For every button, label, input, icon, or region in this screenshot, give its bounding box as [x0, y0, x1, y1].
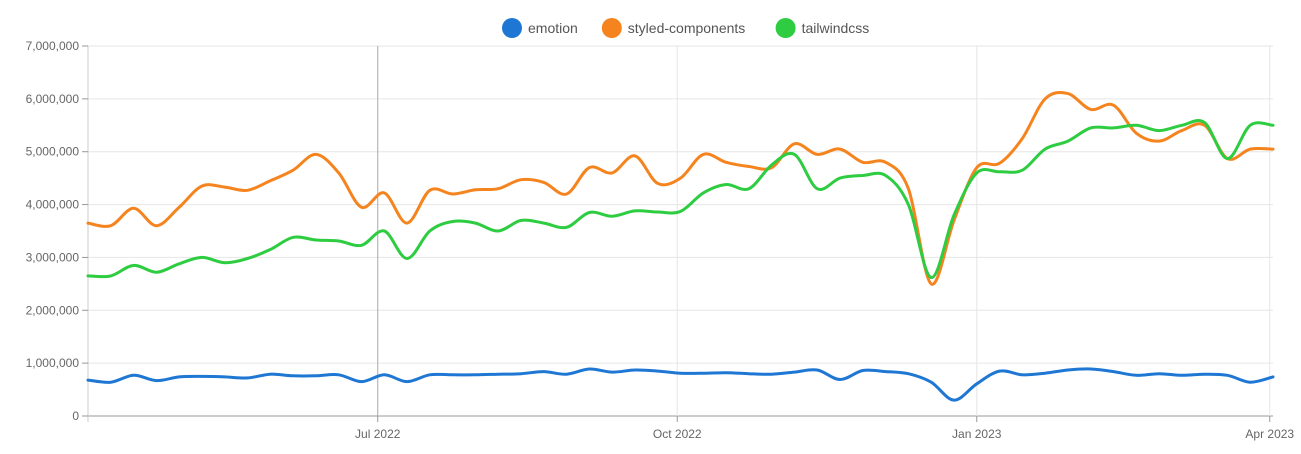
- y-tick-label: 6,000,000: [26, 92, 80, 106]
- legend-swatch: [502, 18, 522, 38]
- series-line-styled-components: [86, 91, 1275, 286]
- legend[interactable]: emotion styled-components tailwindcss: [502, 18, 869, 38]
- x-tick-label: Jul 2022: [355, 427, 401, 441]
- x-tick-label: Oct 2022: [653, 427, 702, 441]
- grid: [87, 45, 1273, 422]
- y-tick-label: 5,000,000: [26, 145, 80, 159]
- x-tick-label: Apr 2023: [1245, 427, 1294, 441]
- legend-item-styled-components[interactable]: styled-components: [601, 18, 746, 38]
- x-tick-label: Jan 2023: [952, 427, 1002, 441]
- legend-item-tailwindcss[interactable]: tailwindcss: [775, 18, 870, 38]
- series-line-tailwindcss: [86, 119, 1275, 279]
- y-tick-label: 4,000,000: [26, 198, 80, 212]
- y-tick-label: 2,000,000: [26, 303, 80, 317]
- legend-label: styled-components: [628, 20, 746, 36]
- legend-item-emotion[interactable]: emotion: [502, 18, 578, 38]
- y-tick-label: 1,000,000: [26, 356, 80, 370]
- axes: 0 1,000,000 2,000,000 3,000,000 4,000,000 5,0…: [26, 39, 1295, 441]
- y-tick-label: 3,000,000: [26, 250, 80, 264]
- y-tick-label: 7,000,000: [26, 39, 80, 53]
- legend-label: emotion: [528, 20, 578, 36]
- legend-swatch: [601, 18, 622, 38]
- legend-swatch: [775, 18, 796, 38]
- y-tick-label: 0: [72, 409, 79, 423]
- series-line-emotion: [86, 367, 1275, 402]
- legend-label: tailwindcss: [802, 20, 870, 36]
- series: [86, 91, 1275, 402]
